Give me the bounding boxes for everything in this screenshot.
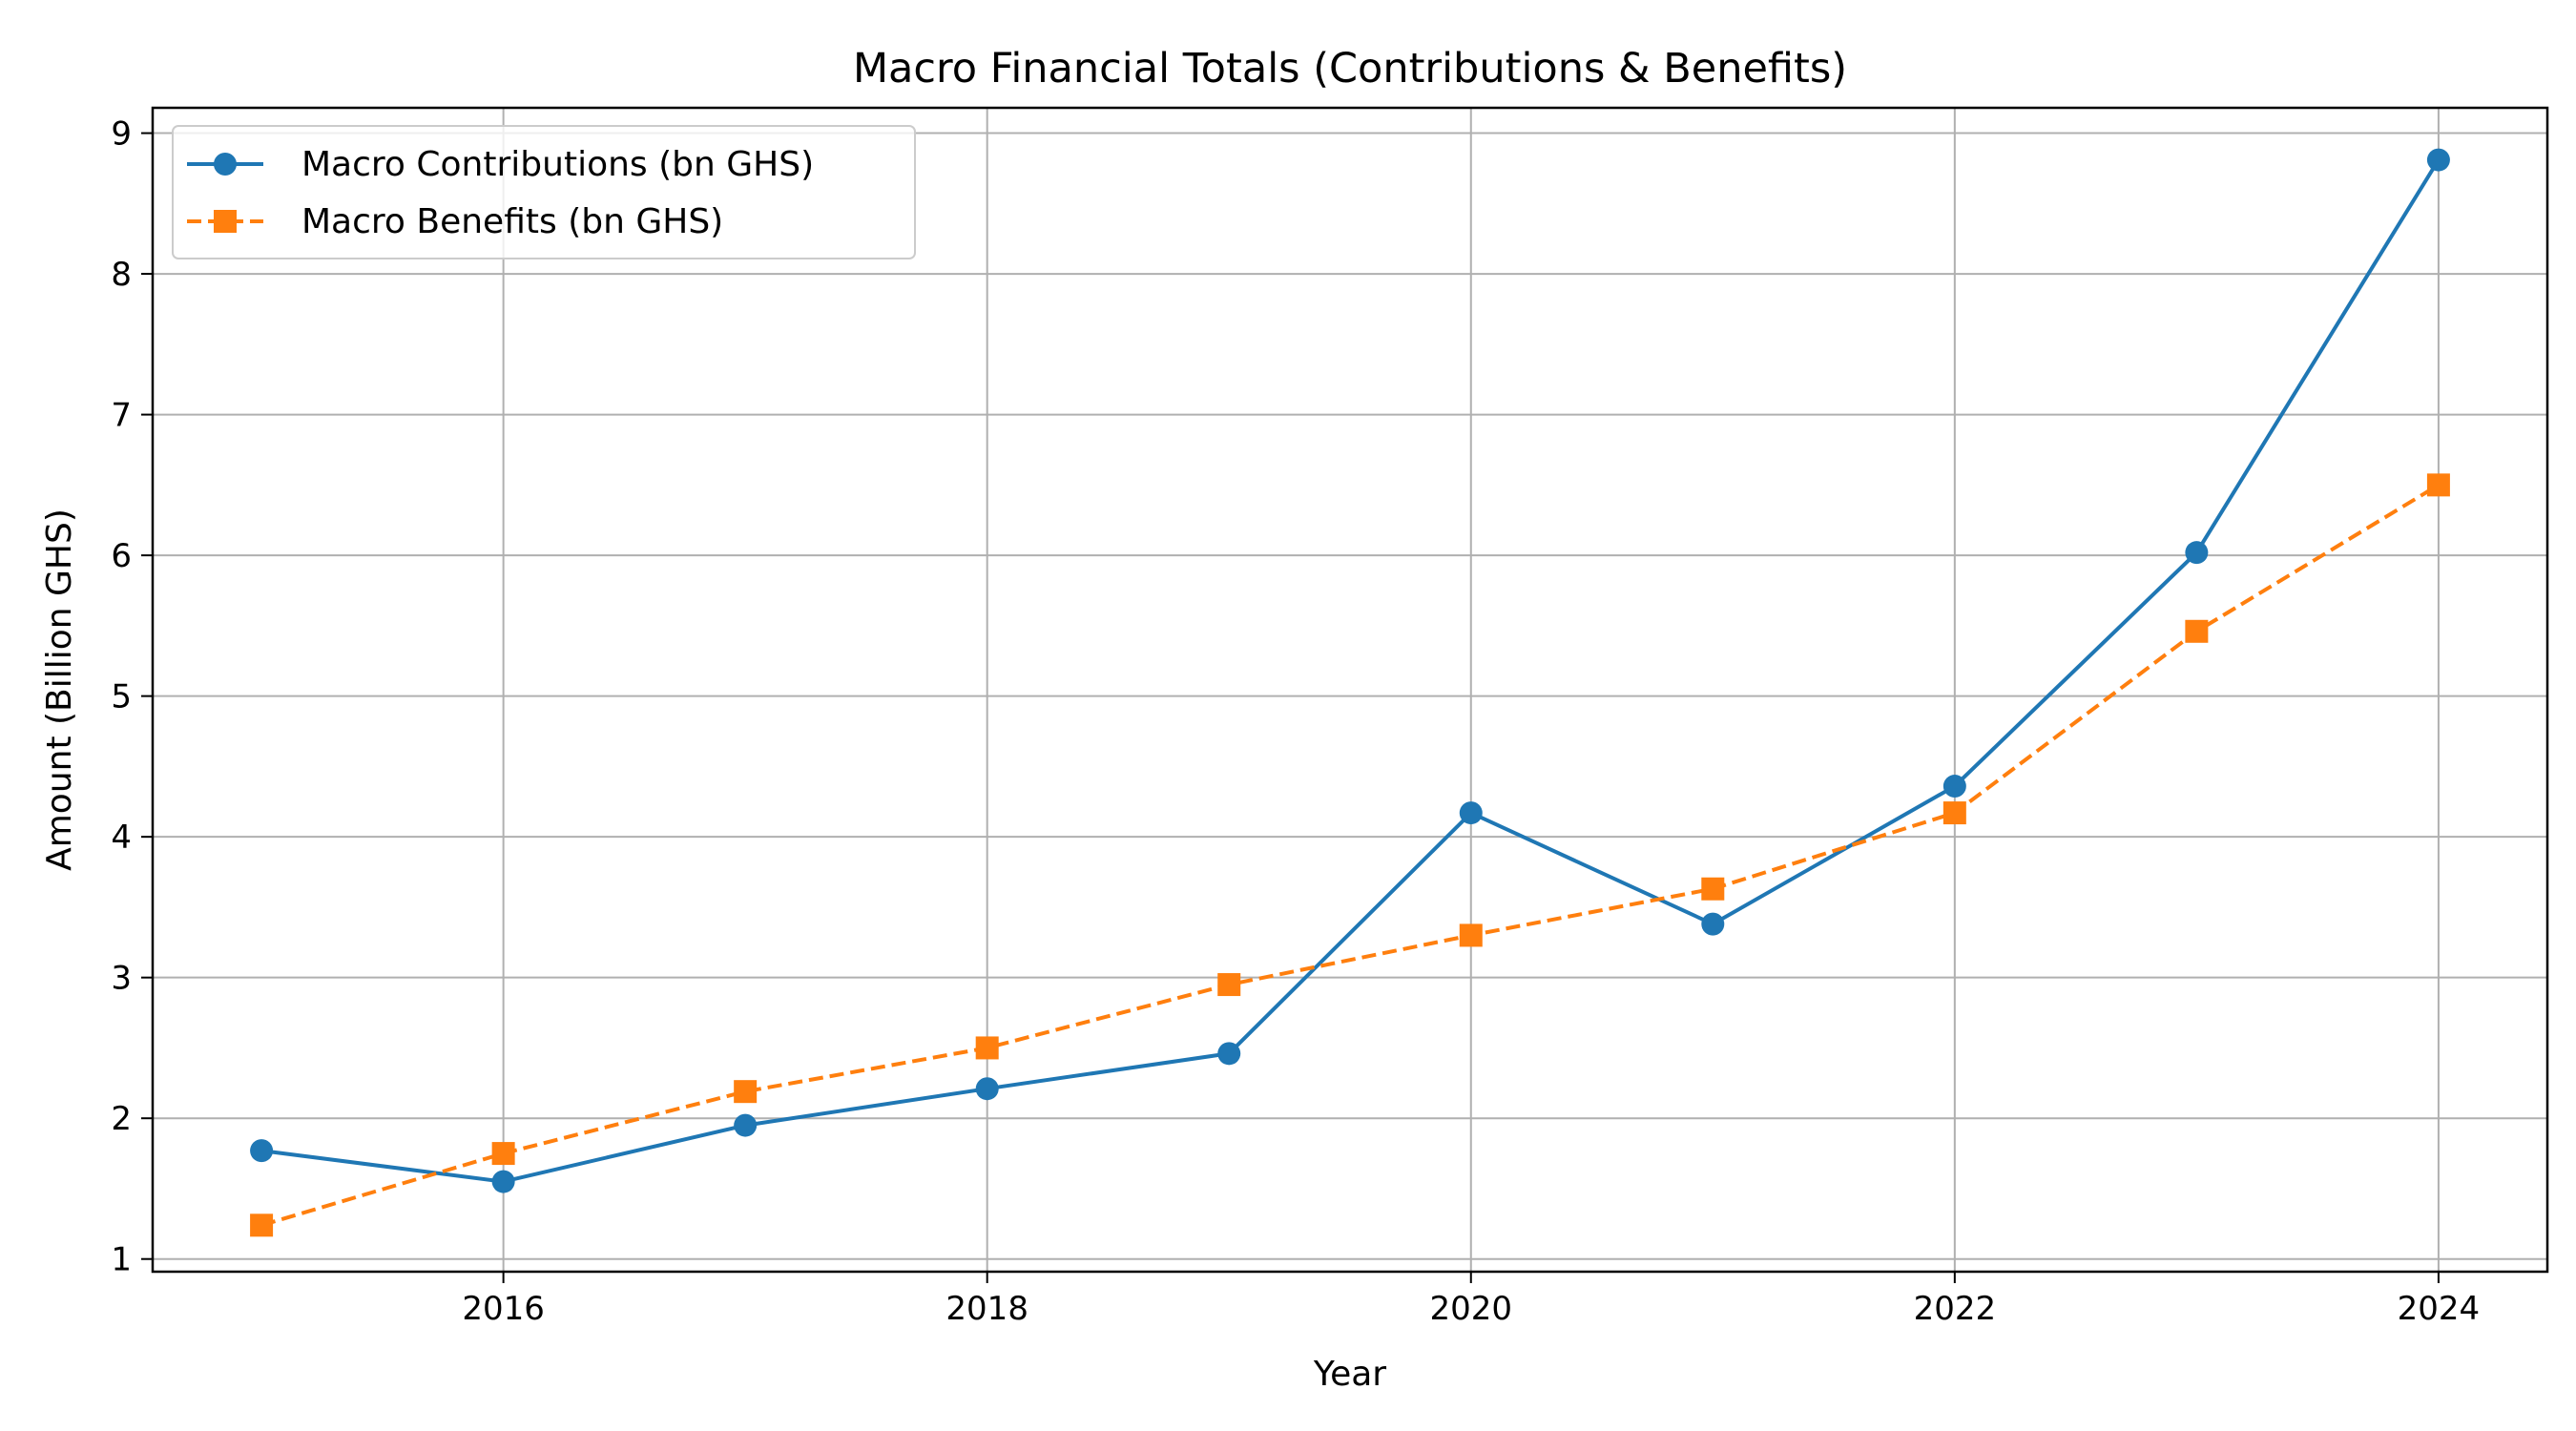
data-point-contributions: [734, 1113, 758, 1137]
y-tick-label: 4: [111, 819, 132, 857]
plot-frame: [151, 106, 2549, 1274]
legend: Macro Contributions (bn GHS) Macro Benef…: [172, 125, 916, 259]
legend-box: [172, 125, 916, 259]
data-point-contributions: [2185, 541, 2209, 565]
y-tick-label: 8: [111, 256, 132, 294]
data-point-contributions: [250, 1139, 274, 1163]
x-tick-label: 2020: [1430, 1290, 1513, 1328]
y-tick-label: 1: [111, 1241, 132, 1279]
data-point-benefits: [1942, 801, 1966, 825]
x-tick-label: 2018: [945, 1290, 1028, 1328]
chart-title: Macro Financial Totals (Contributions & …: [853, 45, 1847, 93]
y-tick-label: 7: [111, 397, 132, 435]
x-tick-label: 2024: [2398, 1290, 2481, 1328]
x-axis-title: Year: [1313, 1355, 1386, 1394]
y-axis-title: Amount (Billion GHS): [40, 508, 79, 871]
data-point-contributions: [1217, 1042, 1241, 1066]
data-point-benefits: [734, 1080, 758, 1104]
y-tick-label: 2: [111, 1100, 132, 1138]
x-tick-label: 2016: [462, 1290, 545, 1328]
data-point-contributions: [1459, 801, 1483, 825]
data-point-benefits: [491, 1142, 515, 1166]
grid-layer: [153, 108, 2547, 1272]
series-line-benefits: [260, 483, 2440, 1228]
legend-marker-benefits: [214, 210, 237, 233]
data-point-benefits: [975, 1036, 999, 1060]
tick-layer: 2016 2018 2020 2022 2024 1 2 3 4 5 6 7 8 9: [111, 115, 2480, 1328]
data-point-contributions: [1701, 912, 1725, 936]
data-point-contributions: [1942, 775, 1966, 798]
y-tick-label: 9: [111, 115, 132, 154]
series-line-contributions: [260, 158, 2441, 1184]
series-layer: [250, 148, 2450, 1237]
data-point-benefits: [250, 1213, 274, 1237]
y-tick-label: 3: [111, 960, 132, 998]
y-tick-label: 6: [111, 537, 132, 575]
legend-label-benefits: Macro Benefits (bn GHS): [301, 202, 723, 241]
legend-marker-contributions: [214, 153, 237, 176]
data-point-benefits: [1217, 973, 1241, 997]
data-point-benefits: [2185, 619, 2209, 643]
data-point-contributions: [491, 1170, 515, 1193]
y-tick-label: 5: [111, 678, 132, 716]
data-point-contributions: [2426, 148, 2450, 172]
data-point-contributions: [975, 1077, 999, 1101]
data-point-benefits: [1701, 877, 1725, 901]
legend-label-contributions: Macro Contributions (bn GHS): [301, 145, 814, 184]
data-point-benefits: [2426, 473, 2450, 497]
x-tick-label: 2022: [1914, 1290, 1997, 1328]
data-point-benefits: [1459, 923, 1483, 947]
